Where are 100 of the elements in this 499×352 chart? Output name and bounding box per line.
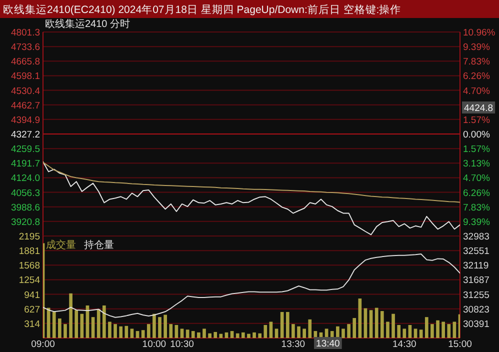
bar: [247, 334, 250, 338]
bar: [58, 318, 62, 338]
bar: [146, 324, 150, 338]
y2-tick-label: 10.96%: [463, 28, 496, 38]
bar: [369, 310, 373, 338]
y2-tick-label: 6.26%: [463, 188, 490, 199]
bar: [358, 298, 362, 338]
chart-title: 欧线集运2410(EC2410) 2024年07月18日 星期四 PageUp/Down:前后日 空格键:操作: [3, 3, 402, 16]
bar: [230, 331, 234, 338]
bar: [64, 324, 67, 338]
bar: [74, 310, 78, 338]
y-tick-label: 3988.6: [10, 202, 40, 214]
bar: [124, 326, 128, 338]
line-series: [43, 253, 460, 318]
bar: [91, 317, 95, 338]
y2-tick-label: 31687: [463, 275, 490, 286]
y-tick-label: 4259.5: [10, 144, 40, 156]
bar: [408, 324, 412, 338]
y2-tick-label: 4.70%: [463, 86, 490, 97]
bar: [269, 322, 273, 338]
bar: [174, 324, 178, 338]
y-tick-label: 4124.0: [10, 173, 40, 184]
bar: [392, 314, 395, 338]
y-tick-label: 1254: [18, 275, 40, 286]
bar: [96, 309, 100, 338]
bar: [52, 312, 56, 338]
bar: [197, 332, 200, 338]
bar: [102, 305, 106, 338]
bar: [347, 324, 350, 338]
x-tick-label: 10:00: [142, 339, 166, 350]
y-tick-label: 4530.4: [10, 86, 40, 97]
bar: [108, 322, 112, 338]
y2-tick-label: 4.70%: [463, 173, 490, 184]
bar: [397, 324, 401, 338]
y2-tick-label: 32119: [463, 260, 489, 272]
y-tick-label: 4056.3: [10, 188, 40, 199]
bar: [424, 317, 428, 338]
bar: [214, 332, 218, 338]
x-tick-label: 09:00: [31, 339, 55, 350]
y-tick-label: 2195: [18, 232, 40, 242]
y-tick-label: 4665.8: [10, 56, 40, 68]
y-tick-label: 4801.3: [10, 28, 40, 38]
bar: [136, 331, 140, 338]
bar: [164, 314, 167, 338]
y2-tick-label: 1.57%: [463, 144, 490, 156]
y2-tick-label: 30391: [463, 318, 490, 330]
bar: [280, 312, 284, 338]
bar: [342, 328, 345, 338]
x-tick-label: 14:30: [392, 339, 416, 350]
bar: [419, 330, 423, 338]
text: 4424.8: [464, 102, 494, 114]
line-series: [43, 162, 460, 203]
bar: [374, 308, 378, 338]
bar: [152, 314, 156, 338]
y-tick-label: 4394.9: [10, 114, 40, 126]
y-tick-label: 314: [24, 318, 40, 330]
y2-tick-label: 6.26%: [463, 71, 490, 82]
bar: [241, 332, 245, 338]
bar: [430, 324, 434, 338]
bar: [274, 328, 278, 338]
bar: [386, 322, 390, 338]
y2-tick-label: 30823: [463, 304, 490, 316]
series-label: 成交量: [46, 239, 76, 251]
bar: [452, 322, 456, 338]
bar: [119, 326, 123, 338]
y-tick-label: 4598.1: [10, 71, 40, 82]
y-tick-label: 4327.2: [10, 130, 40, 140]
bar: [141, 330, 145, 338]
text: 13:40: [316, 338, 340, 350]
y-tick-label: 3920.8: [10, 216, 40, 228]
bar: [180, 328, 184, 338]
y2-tick-label: 9.39%: [463, 42, 490, 54]
bar: [208, 333, 212, 338]
bar: [442, 322, 445, 338]
bar: [186, 330, 190, 338]
y2-tick-label: 9.39%: [463, 216, 490, 228]
bar: [130, 328, 134, 338]
y-tick-label: 4191.7: [10, 158, 40, 170]
bar: [158, 317, 162, 338]
bar: [258, 333, 262, 338]
bar: [336, 326, 340, 338]
bar: [286, 312, 290, 338]
y-tick-label: 1881: [18, 246, 40, 258]
bar: [380, 311, 384, 338]
y-tick-label: 627: [24, 304, 40, 316]
y2-tick-label: 0.00%: [463, 130, 490, 140]
text: 持仓量: [84, 239, 114, 251]
bar: [114, 324, 117, 338]
y2-tick-label: 32551: [463, 246, 490, 258]
x-tick-label: 13:30: [281, 339, 306, 350]
bar: [292, 324, 295, 338]
bar: [69, 293, 72, 338]
x-tick-label: 15:00: [448, 339, 472, 350]
y2-tick-label: 7.83%: [463, 56, 490, 68]
bar: [402, 328, 406, 338]
bar: [236, 333, 240, 338]
y2-tick-label: 1.57%: [463, 114, 490, 126]
x-tick-label: 10:30: [170, 339, 194, 350]
bar: [414, 328, 418, 338]
line-series: [43, 161, 460, 236]
